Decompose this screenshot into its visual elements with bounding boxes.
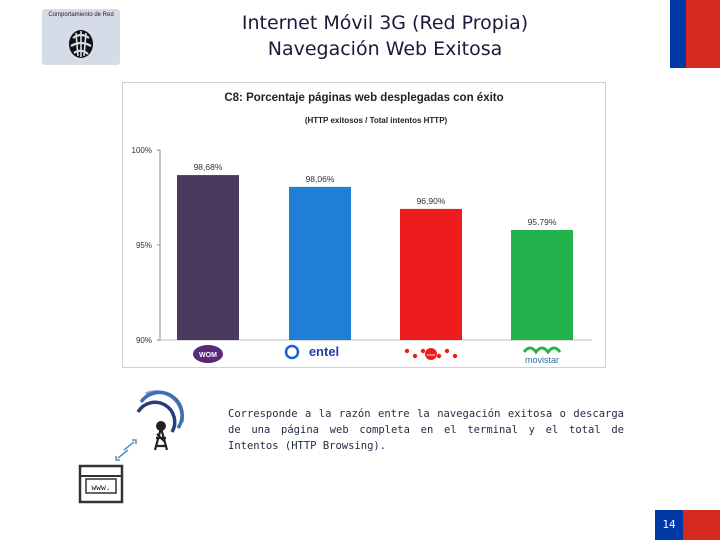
bar-entel — [289, 186, 351, 340]
globe-network-icon — [69, 30, 93, 58]
page-number-stripe — [683, 510, 720, 540]
browser-address-label: www. — [91, 483, 110, 492]
bar-chart: C8: Porcentaje páginas web desplegadas c… — [122, 82, 606, 368]
bar-value-label: 98,06% — [306, 174, 335, 184]
chart-subtitle: (HTTP exitosos / Total intentos HTTP) — [305, 116, 448, 125]
wom-logo — [193, 345, 223, 363]
claro-logo-dot — [412, 353, 418, 359]
bar-value-label: 98,68% — [194, 162, 223, 172]
bar-value-label: 96,90% — [417, 196, 446, 206]
flag-stripe-white — [668, 0, 670, 68]
bar-value-label: 95.79% — [528, 217, 557, 227]
claro-logo-mark — [425, 348, 437, 360]
bar-wom — [177, 175, 239, 340]
claro-logo-dot — [420, 348, 426, 354]
browser-window-icon: www. — [78, 464, 124, 504]
flag-stripe-red — [686, 0, 720, 68]
claro-logo-dot — [404, 348, 410, 354]
chart-title: C8: Porcentaje páginas web desplegadas c… — [224, 92, 503, 104]
entel-logo-mark — [284, 344, 300, 360]
claro-logo-dot — [436, 353, 442, 359]
section-badge: Comportamiento de Red — [42, 9, 120, 65]
movistar-logo-mark — [522, 346, 562, 355]
bar-claro — [400, 208, 462, 340]
claro-logo-dot — [444, 348, 450, 354]
slide-title: Internet Móvil 3G (Red Propia) Navegació… — [180, 10, 590, 62]
antenna-tower-icon — [136, 390, 185, 451]
flag-stripe-blue — [670, 0, 686, 68]
claro-logo-dot — [452, 353, 458, 359]
entel-logo-label: entel — [309, 344, 339, 359]
claro-logo-label: claro — [427, 352, 436, 357]
y-tick-label: 100% — [132, 146, 152, 155]
y-tick-label: 90% — [136, 336, 152, 345]
slide-title-line1: Internet Móvil 3G (Red Propia) — [241, 12, 529, 34]
description-text: Corresponde a la razón entre la navegaci… — [228, 408, 624, 452]
section-badge-label: Comportamiento de Red — [48, 12, 114, 18]
movistar-logo-label: movistar — [525, 355, 559, 365]
page-number: 14 — [655, 510, 683, 540]
bar-movistar — [511, 229, 573, 340]
network-illustration: www. — [76, 388, 206, 508]
sync-arrows-icon — [115, 439, 137, 461]
slide-title-line2: Navegación Web Exitosa — [267, 38, 503, 60]
y-tick-label: 95% — [136, 241, 152, 250]
wom-logo-label: WOM — [199, 352, 217, 359]
chart-svg: C8: Porcentaje páginas web desplegadas c… — [122, 82, 606, 368]
